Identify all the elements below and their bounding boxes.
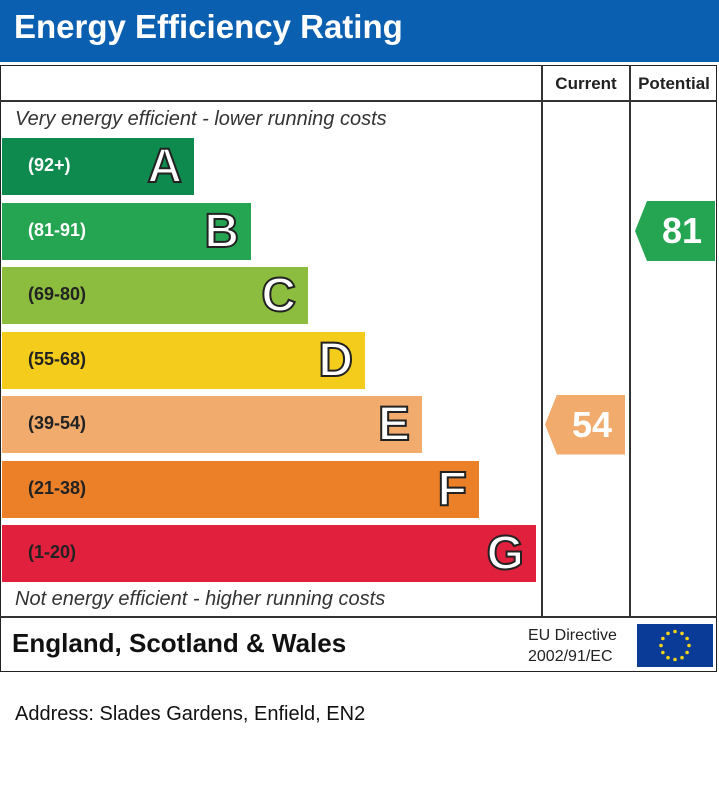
eu-star-icon <box>687 643 691 648</box>
band-range-label: (55-68) <box>28 348 87 369</box>
band-letter: B <box>203 204 240 259</box>
band-g: (1-20) G <box>2 525 536 582</box>
eu-flag-icon <box>637 624 713 667</box>
band-range-label: (92+) <box>28 155 71 175</box>
potential-rating-value: 81 <box>661 210 703 251</box>
eu-star-icon <box>666 655 670 660</box>
band-range-label: (1-20) <box>28 542 77 562</box>
eu-star-icon <box>661 636 665 641</box>
current-rating-pointer: 54 <box>545 394 625 455</box>
current-column-divider <box>541 65 543 618</box>
header-bar: Energy Efficiency Rating <box>0 0 719 62</box>
band-range-label: (21-38) <box>28 477 87 498</box>
current-column-header: Current <box>555 74 617 93</box>
eu-star-icon <box>666 631 670 636</box>
eu-star-icon <box>680 631 684 636</box>
band-letter: F <box>437 462 468 517</box>
band-c: (69-80) C <box>2 267 308 324</box>
eu-directive-number: 2002/91/EC <box>528 648 613 665</box>
efficient-note: Very energy efficient - lower running co… <box>15 108 387 130</box>
band-f: (21-38) F <box>2 460 479 518</box>
eu-star-icon <box>685 636 689 641</box>
eu-star-icon <box>673 629 677 634</box>
current-rating-value: 54 <box>571 403 613 445</box>
band-a: (92+) A <box>2 138 194 195</box>
footer-country: England, Scotland & Wales <box>12 628 347 658</box>
footer-divider <box>0 616 717 618</box>
band-letter: G <box>486 526 525 581</box>
band-letter: D <box>317 333 354 388</box>
band-letter: A <box>146 139 183 194</box>
potential-rating-pointer: 81 <box>635 201 715 261</box>
property-address: Address: Slades Gardens, Enfield, EN2 <box>15 703 366 725</box>
eu-directive-label: EU Directive <box>528 627 617 644</box>
band-letter: C <box>260 268 297 323</box>
eu-star-icon <box>659 643 663 648</box>
band-b: (81-91) B <box>2 202 251 260</box>
potential-column-header: Potential <box>638 74 710 93</box>
band-range-label: (69-80) <box>28 284 87 304</box>
chart-frame <box>0 65 717 672</box>
header-divider <box>0 100 717 102</box>
eu-star-icon <box>661 650 665 655</box>
band-letter: E <box>377 397 411 452</box>
band-e: (39-54) E <box>2 396 422 453</box>
band-range-label: (81-91) <box>28 219 87 240</box>
eu-star-icon <box>685 650 689 655</box>
band-range-label: (39-54) <box>28 413 87 433</box>
eu-star-icon <box>673 657 677 662</box>
inefficient-note: Not energy efficient - higher running co… <box>15 588 386 610</box>
potential-column-divider <box>629 65 631 618</box>
eu-star-icon <box>680 655 684 660</box>
band-d: (55-68) D <box>2 331 365 389</box>
chart-title: Energy Efficiency Rating <box>14 8 403 45</box>
